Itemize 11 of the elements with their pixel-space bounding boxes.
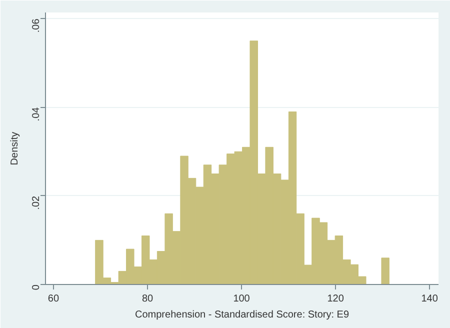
x-tick-label: 140 xyxy=(421,294,438,304)
x-tick-label: 100 xyxy=(233,294,250,304)
x-axis-title: Comprehension - Standardised Score: Story: E9 xyxy=(135,310,350,320)
y-tick-label: 0 xyxy=(31,284,42,290)
x-tick-label: 80 xyxy=(142,294,154,304)
y-tick-label: .04 xyxy=(31,106,42,122)
x-tick-label: 60 xyxy=(48,294,60,304)
x-tick-label: 120 xyxy=(327,294,344,304)
y-tick-label: .02 xyxy=(31,195,42,210)
y-tick-label: .06 xyxy=(31,18,42,33)
y-axis-title: Density xyxy=(10,132,20,166)
